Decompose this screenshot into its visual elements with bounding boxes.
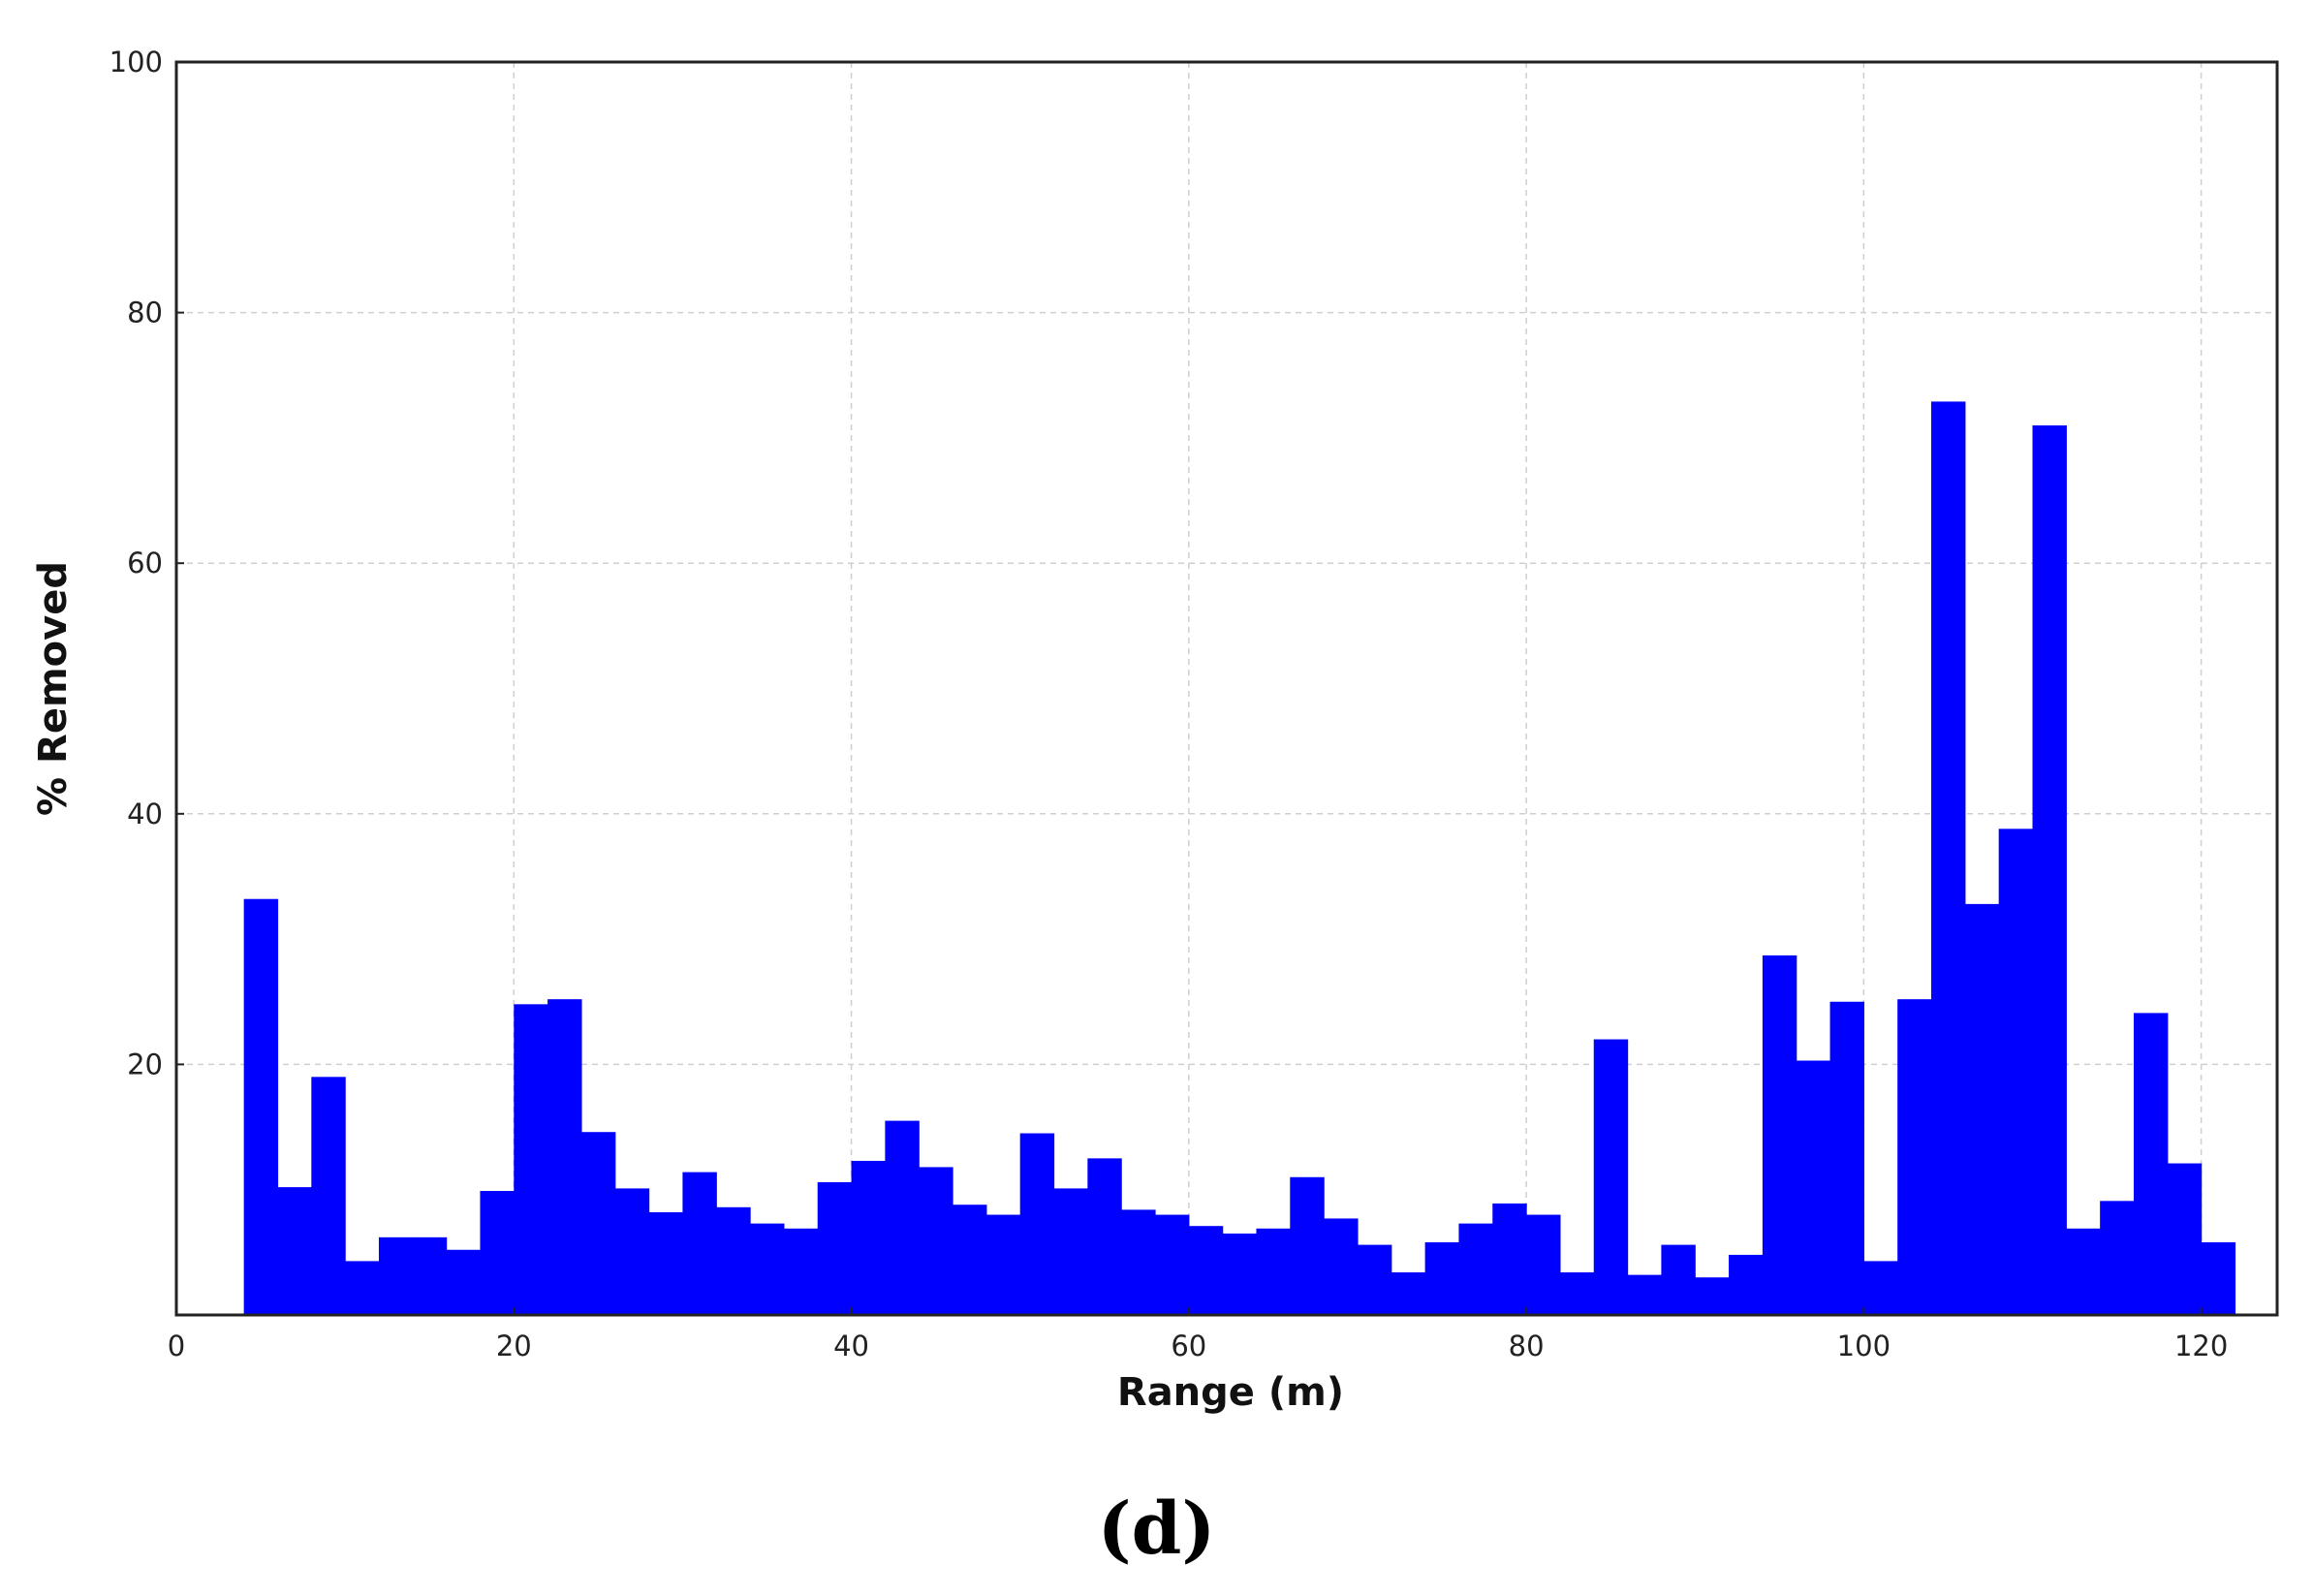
histogram-bar [1627,1274,1663,1315]
x-tick-label: 120 [2174,1330,2228,1362]
y-tick-label: 100 [109,46,163,78]
histogram-bar [1897,999,1932,1315]
histogram-chart: 0 20 40 60 80 100 120 20 40 60 80 100 Range (m) % … [31,46,2279,1415]
histogram-bar [1053,1188,1088,1315]
histogram-bar [1729,1254,1764,1315]
histogram-bar [985,1214,1021,1315]
histogram-bar [716,1206,751,1315]
histogram-bar [580,1132,616,1315]
histogram-bar [919,1167,953,1315]
histogram-bar [648,1211,684,1315]
histogram-bar [1458,1223,1493,1315]
histogram-bar [345,1261,380,1315]
histogram-bar [1863,1261,1898,1315]
y-tick-label: 60 [127,547,163,579]
histogram-bar [1931,401,1966,1315]
x-tick-label: 80 [1509,1330,1545,1362]
histogram-bar [1121,1209,1156,1315]
bars [243,401,2236,1316]
histogram-bar [378,1236,414,1315]
histogram-bar [1829,1001,1864,1315]
histogram-bar [2167,1163,2203,1315]
x-axis-label: Range (m) [1117,1370,1344,1415]
plot-frame [174,60,2279,1317]
x-tick-label: 40 [833,1330,869,1362]
caption-text: (d) [1097,1487,1216,1571]
histogram-bar [1154,1214,1190,1315]
histogram-bar [1290,1176,1325,1315]
y-tick-label: 40 [127,798,163,830]
histogram-bar [1357,1244,1392,1315]
histogram-bar [1998,829,2034,1315]
histogram-bar [1695,1277,1730,1315]
histogram-bar [2100,1201,2135,1315]
histogram-bar [1391,1272,1426,1315]
histogram-bar [1762,954,1797,1315]
histogram-bar [1087,1158,1122,1315]
histogram-bar [311,1077,346,1315]
y-axis-label: % Removed [31,561,76,816]
histogram-bar [1492,1203,1527,1315]
histogram-bar [2133,1013,2169,1315]
histogram-bar [547,999,582,1315]
histogram-bar [1256,1228,1291,1315]
y-tick-label: 20 [127,1048,163,1080]
figure-caption: (d) [0,1487,2313,1571]
histogram-bar [2066,1228,2101,1315]
histogram-bar [1324,1218,1359,1315]
x-tick-label: 20 [496,1330,532,1362]
histogram-bar [1222,1233,1258,1315]
histogram-bar [446,1249,482,1315]
y-tick-label: 80 [127,297,163,329]
histogram-bar [514,1004,548,1315]
histogram-bar [2201,1242,2236,1315]
histogram-bar [851,1160,886,1315]
histogram-bar [1796,1060,1831,1315]
histogram-bar [885,1120,920,1315]
histogram-bar [783,1228,819,1315]
histogram-bar [243,898,279,1315]
x-tick-label: 60 [1171,1330,1206,1362]
x-axis-ticks: 0 20 40 60 80 100 120 [168,1307,2228,1362]
histogram-bar [1661,1244,1696,1315]
y-axis-ticks: 20 40 60 80 100 [109,46,184,1080]
x-tick-label: 0 [168,1330,185,1362]
histogram-bar [953,1205,987,1315]
histogram-bar [480,1190,515,1315]
histogram-bar [682,1172,717,1315]
histogram-bar [412,1236,448,1315]
histogram-bar [750,1223,785,1315]
histogram-bar [614,1188,650,1315]
histogram-bar [1188,1226,1224,1315]
histogram-bar [1593,1039,1629,1315]
histogram-bar [817,1181,853,1315]
histogram-bar [1424,1242,1460,1315]
histogram-bar [277,1187,312,1315]
histogram-bar [1019,1133,1055,1315]
histogram-bar [1559,1272,1595,1315]
histogram-bar [1526,1214,1561,1315]
x-tick-label: 100 [1837,1330,1891,1362]
histogram-bar [2032,424,2067,1316]
histogram-bar [1964,903,2000,1315]
